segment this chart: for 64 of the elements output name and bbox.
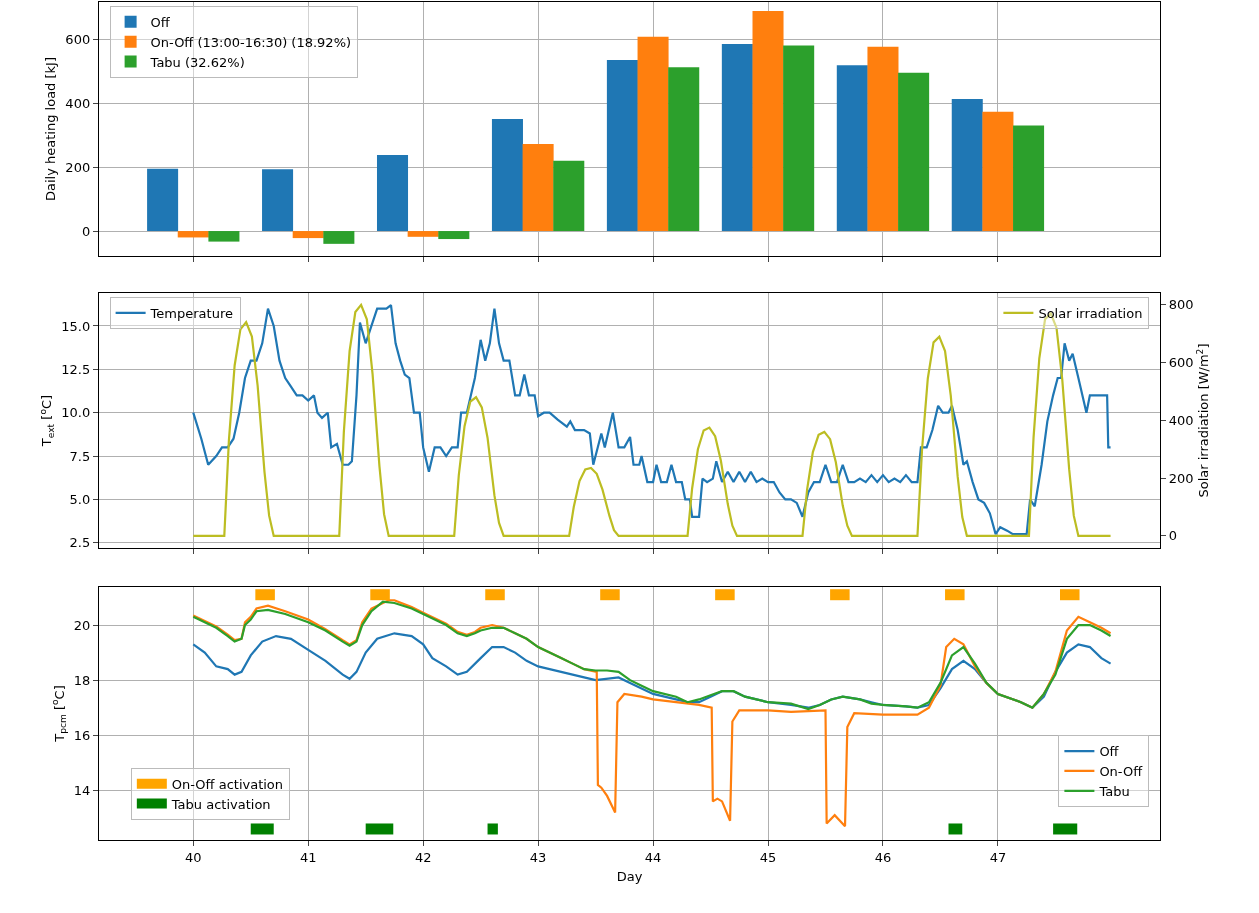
y-tick-label: 14 [73, 782, 91, 798]
bar [752, 10, 784, 232]
bar [867, 46, 899, 232]
bar [292, 231, 324, 239]
x-tick-label: 45 [759, 849, 777, 865]
y-tick-label: 16 [73, 727, 91, 743]
legend-label: Off [1099, 744, 1120, 760]
bar [1013, 125, 1045, 232]
y-tick-label: 18 [73, 672, 91, 688]
bar [668, 67, 700, 232]
y-tick-label: 15.0 [61, 318, 91, 334]
bar [637, 36, 669, 232]
y-axis-title: Daily heating load [kJ] [43, 57, 59, 201]
bar [522, 144, 554, 232]
bar [438, 231, 470, 240]
x-tick-label: 41 [299, 849, 317, 865]
x-tick-label: 44 [644, 849, 662, 865]
x-tick-label: 46 [874, 849, 892, 865]
legend-label: On-Off (13:00-16:30) (18.92%) [150, 34, 352, 50]
bar [323, 231, 355, 244]
bar [407, 231, 439, 237]
y-tick-label: 10.0 [61, 405, 91, 421]
line-series [192, 600, 1112, 711]
bar [376, 154, 409, 232]
bar [262, 169, 294, 232]
y-tick-label: 12.5 [61, 361, 91, 377]
y-tick-label: 600 [65, 31, 91, 47]
bar [898, 72, 930, 232]
bar [951, 98, 983, 232]
bar [783, 45, 815, 232]
legend-label: Tabu [1098, 783, 1130, 799]
legend-label: On-Off activation [171, 776, 284, 792]
bar [491, 119, 523, 232]
y2-tick-label: 200 [1168, 470, 1194, 486]
y-tick-label: 0 [81, 223, 91, 239]
x-tick-label: 40 [184, 849, 202, 865]
legend-label: Tabu activation [170, 796, 271, 812]
y-tick-label: 5.0 [69, 491, 91, 507]
legend-label: Tabu (32.62%) [149, 54, 245, 70]
bar [177, 231, 209, 238]
legend-label: Temperature [149, 305, 233, 321]
y-tick-label: 20 [73, 617, 91, 633]
x-axis-title: Day [616, 869, 643, 885]
bar [553, 160, 585, 232]
y2-tick-label: 400 [1168, 412, 1194, 428]
bar [606, 59, 638, 232]
y-tick-label: 2.5 [69, 535, 91, 551]
bar [836, 65, 868, 232]
bar [721, 43, 753, 232]
x-tick-label: 42 [414, 849, 432, 865]
x-tick-label: 43 [529, 849, 547, 865]
x-tick-label: 47 [989, 849, 1007, 865]
y-tick-label: 7.5 [69, 448, 91, 464]
legend-label: On-Off [1099, 764, 1144, 780]
bar [982, 111, 1014, 232]
y2-tick-label: 600 [1168, 355, 1194, 371]
bar [208, 231, 240, 242]
y-tick-label: 400 [65, 95, 91, 111]
y2-tick-label: 0 [1168, 528, 1178, 544]
bar [147, 168, 179, 232]
legend-label: Solar irradiation [1038, 305, 1143, 321]
y-tick-label: 200 [65, 159, 91, 175]
y2-tick-label: 800 [1168, 297, 1194, 313]
legend-label: Off [150, 14, 171, 30]
